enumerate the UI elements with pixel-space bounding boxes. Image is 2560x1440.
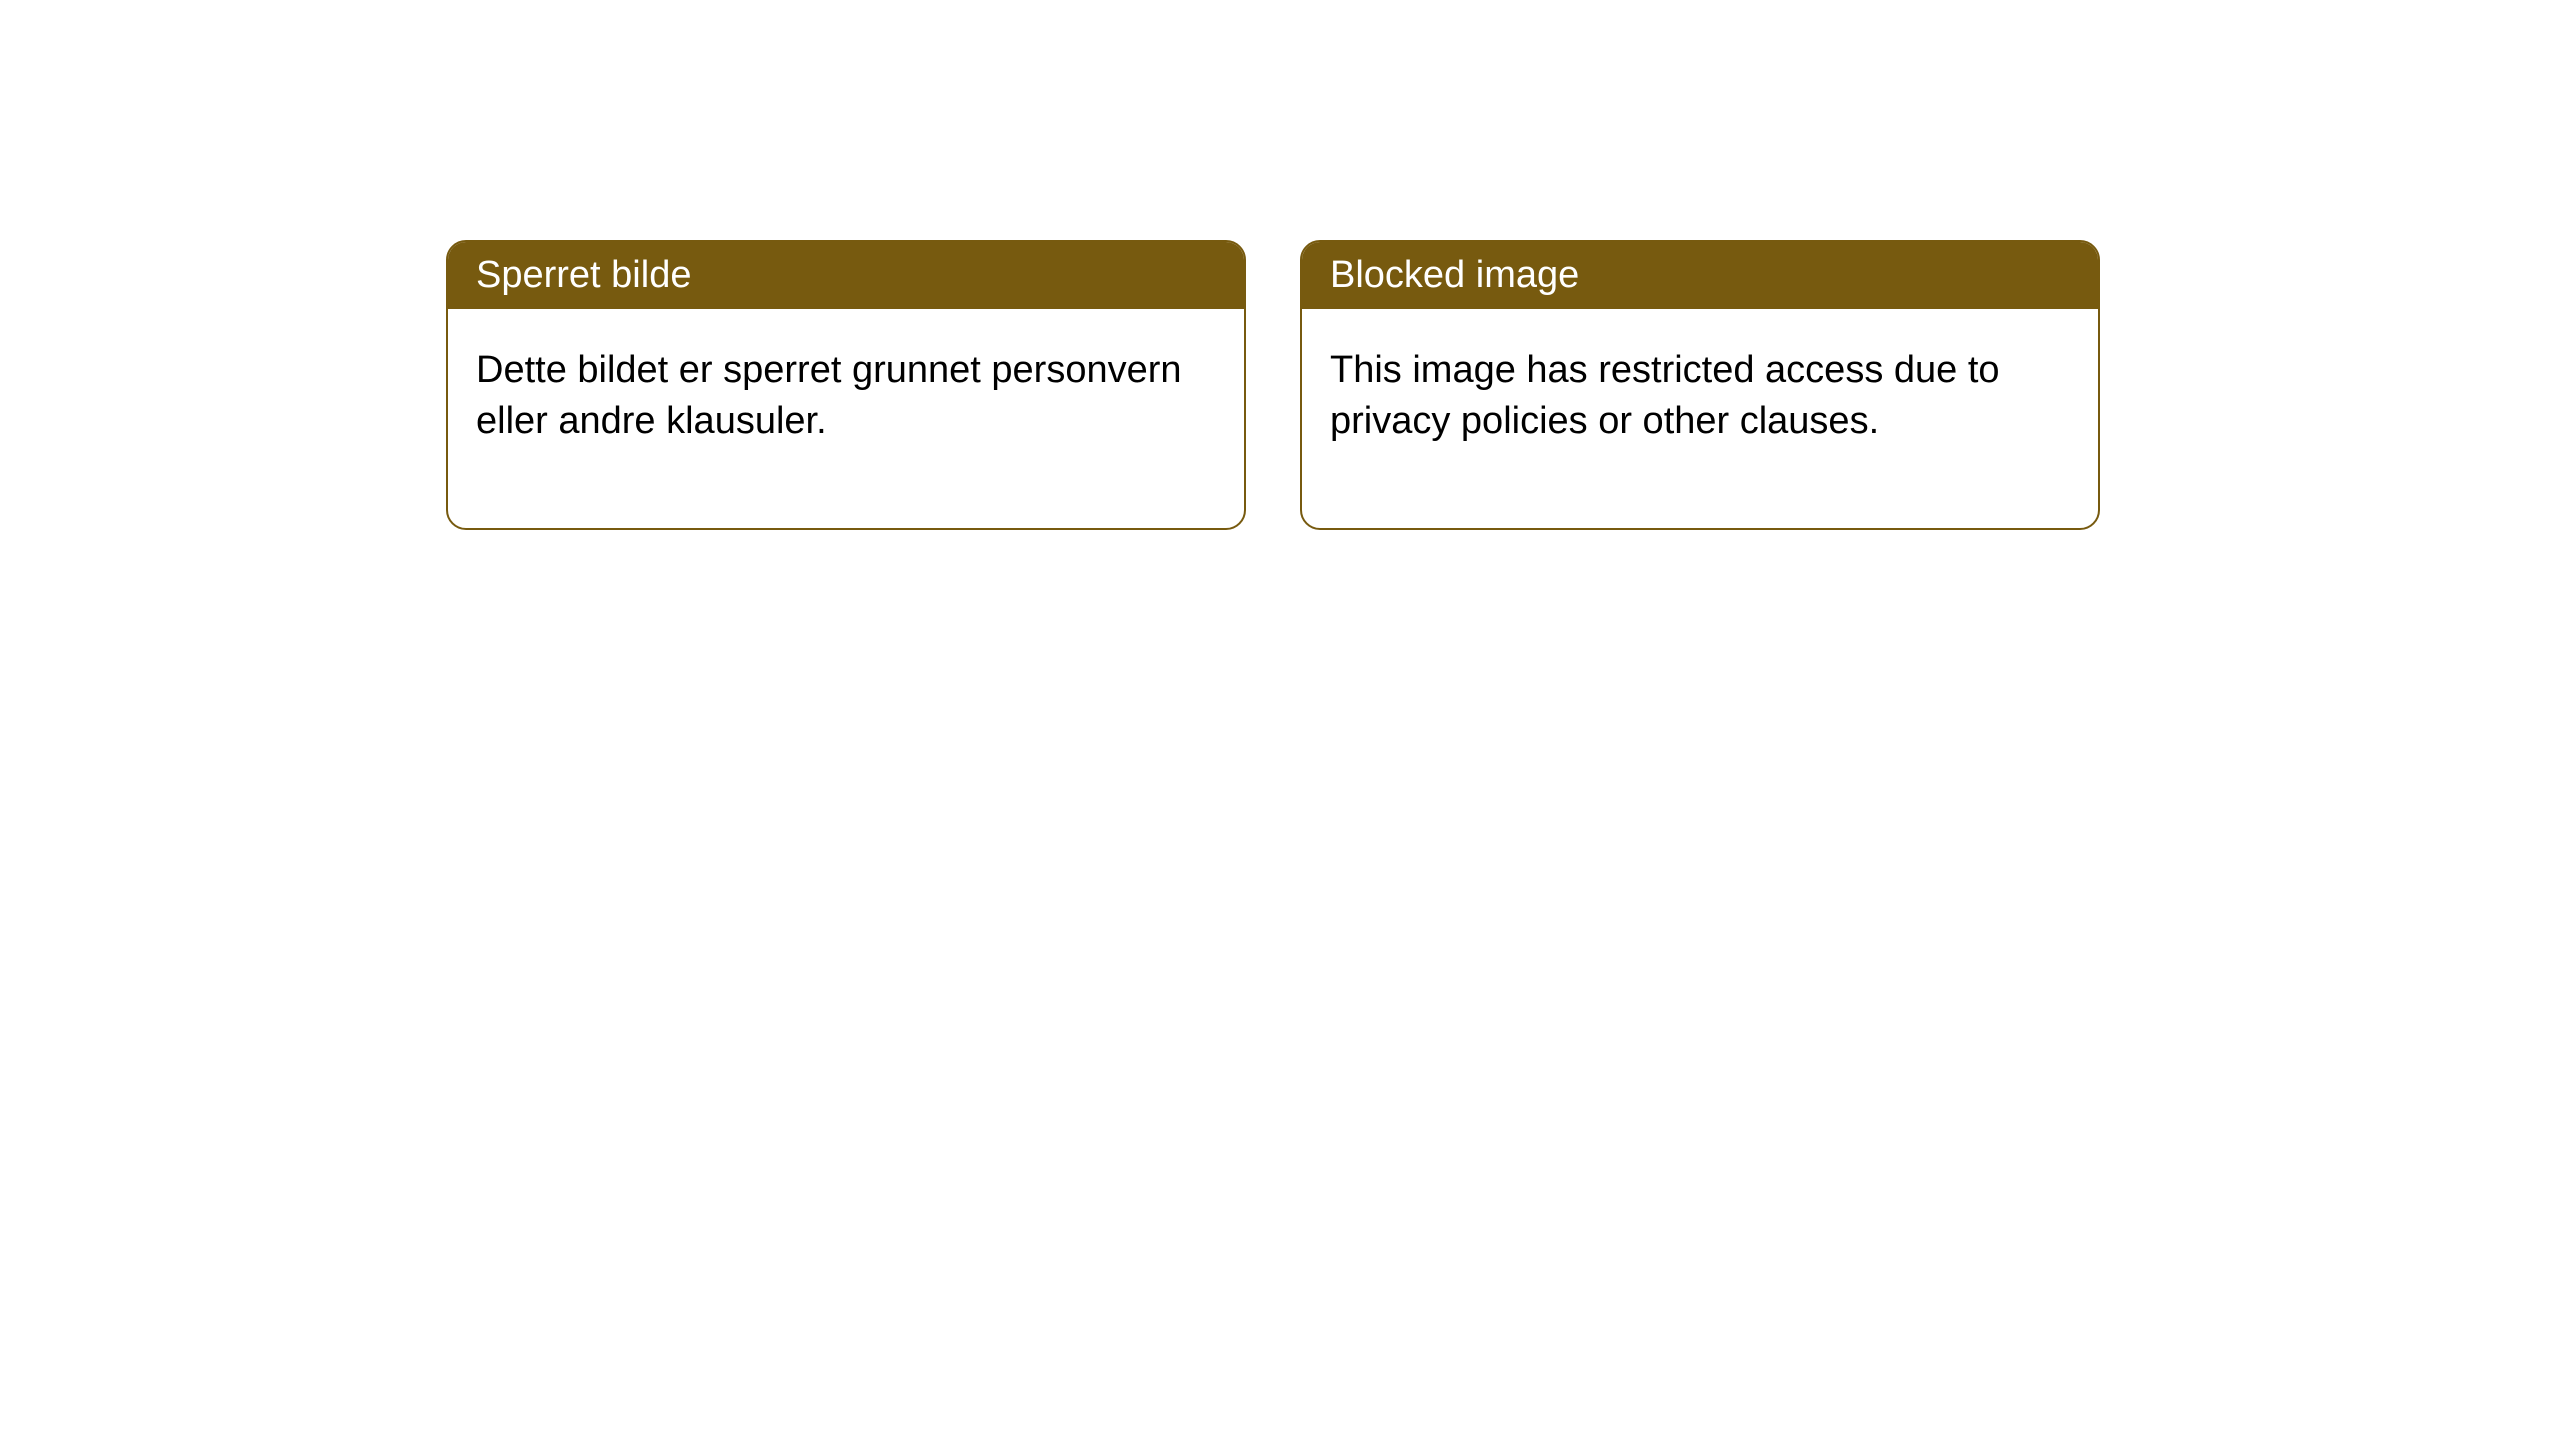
card-body: Dette bildet er sperret grunnet personve… — [448, 309, 1244, 528]
card-message: This image has restricted access due to … — [1330, 349, 2000, 442]
card-header: Blocked image — [1302, 242, 2098, 309]
card-header: Sperret bilde — [448, 242, 1244, 309]
card-title: Blocked image — [1330, 254, 1579, 296]
notice-card-norwegian: Sperret bilde Dette bildet er sperret gr… — [446, 240, 1246, 530]
card-message: Dette bildet er sperret grunnet personve… — [476, 349, 1182, 442]
card-title: Sperret bilde — [476, 254, 691, 296]
notice-card-english: Blocked image This image has restricted … — [1300, 240, 2100, 530]
notice-cards-container: Sperret bilde Dette bildet er sperret gr… — [446, 240, 2560, 530]
card-body: This image has restricted access due to … — [1302, 309, 2098, 528]
